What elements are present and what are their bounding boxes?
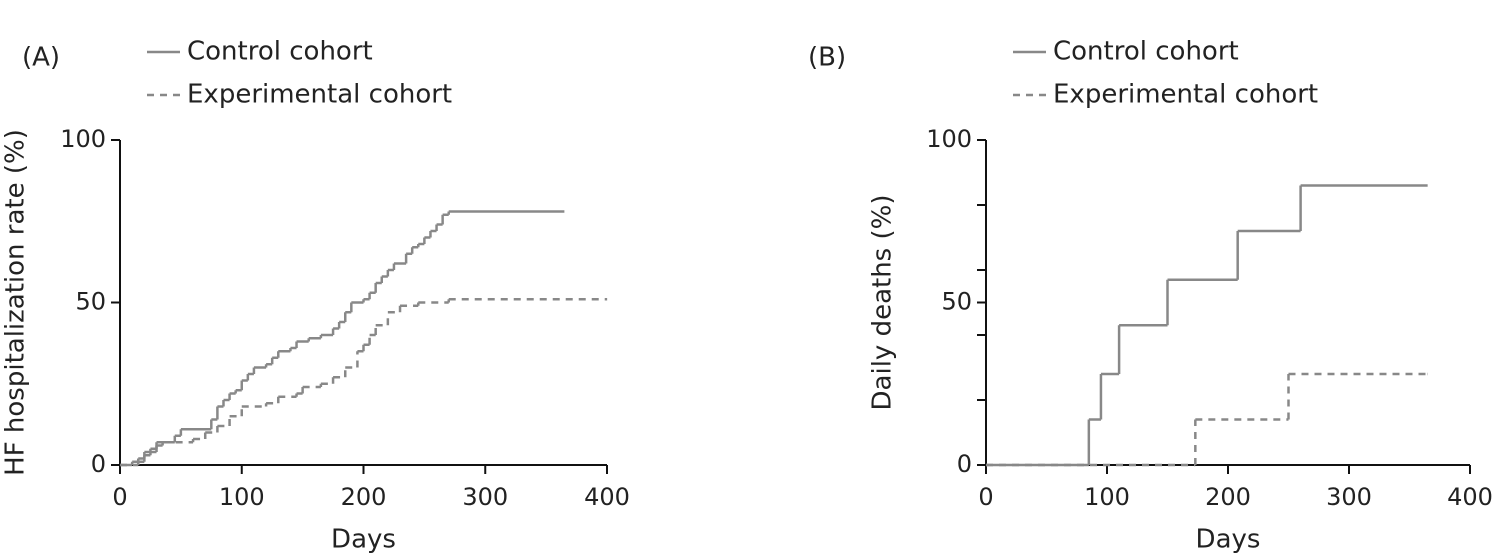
x-tick-label: 100 <box>219 483 265 511</box>
legend-label: Control cohort <box>1053 37 1239 67</box>
x-tick-label: 300 <box>1326 483 1372 511</box>
x-tick-label: 400 <box>584 483 630 511</box>
x-tick-label: 200 <box>1205 483 1251 511</box>
x-tick-label: 0 <box>978 483 993 511</box>
y-axis-label: Daily deaths (%) <box>868 195 898 411</box>
y-tick-label: 50 <box>941 288 972 316</box>
legend-label: Experimental cohort <box>187 80 452 110</box>
y-axis-label: HF hospitalization rate (%) <box>1 129 31 476</box>
panel-label: (A) <box>22 43 60 73</box>
x-tick-label: 100 <box>1084 483 1130 511</box>
x-axis-label: Days <box>331 525 396 555</box>
y-tick-label: 0 <box>957 450 972 478</box>
x-axis-label: Days <box>1196 525 1261 555</box>
y-tick-label: 0 <box>91 450 106 478</box>
x-tick-label: 400 <box>1447 483 1493 511</box>
y-tick-label: 100 <box>60 125 106 153</box>
y-tick-label: 50 <box>75 288 106 316</box>
x-tick-label: 200 <box>341 483 387 511</box>
legend-label: Control cohort <box>187 37 373 67</box>
x-tick-label: 0 <box>112 483 127 511</box>
y-tick-label: 100 <box>926 125 972 153</box>
x-tick-label: 300 <box>462 483 508 511</box>
legend-label: Experimental cohort <box>1053 80 1318 110</box>
panel-label: (B) <box>808 43 846 73</box>
